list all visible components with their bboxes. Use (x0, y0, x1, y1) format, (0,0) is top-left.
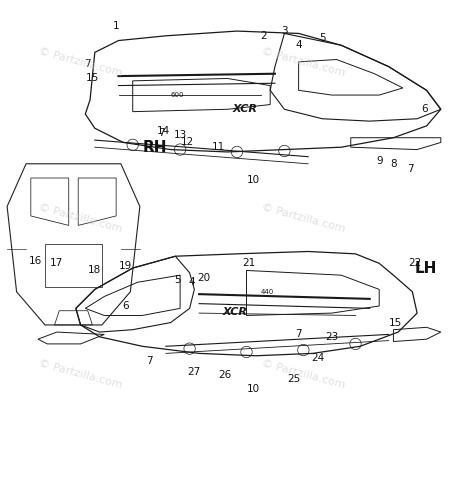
Text: 17: 17 (50, 258, 64, 268)
Text: © Partzilla.com: © Partzilla.com (38, 202, 124, 234)
Text: 5: 5 (319, 33, 326, 43)
Text: 27: 27 (188, 367, 201, 378)
Text: 11: 11 (211, 142, 225, 152)
Text: 3: 3 (281, 26, 288, 36)
Text: 2: 2 (260, 31, 266, 41)
Text: 12: 12 (181, 137, 194, 148)
Text: © Partzilla.com: © Partzilla.com (261, 359, 346, 391)
Text: © Partzilla.com: © Partzilla.com (261, 202, 346, 234)
Text: 1: 1 (113, 21, 119, 31)
Text: 15: 15 (86, 74, 99, 83)
Text: © Partzilla.com: © Partzilla.com (261, 46, 346, 78)
Text: 25: 25 (287, 375, 301, 384)
Text: 4: 4 (189, 277, 195, 287)
Text: 26: 26 (219, 370, 232, 380)
Text: XCR: XCR (223, 307, 248, 318)
Text: 600: 600 (171, 92, 184, 98)
Text: © Partzilla.com: © Partzilla.com (38, 359, 124, 391)
Text: 8: 8 (390, 159, 397, 169)
Text: © Partzilla.com: © Partzilla.com (38, 46, 124, 78)
Text: 19: 19 (119, 261, 132, 271)
Text: 22: 22 (408, 258, 421, 268)
Text: 15: 15 (389, 318, 402, 328)
Text: 16: 16 (29, 256, 42, 266)
Text: 6: 6 (122, 301, 129, 311)
Text: 7: 7 (295, 330, 302, 339)
Text: 23: 23 (325, 332, 338, 342)
Text: 440: 440 (261, 289, 274, 295)
Text: 9: 9 (376, 156, 383, 166)
Text: 21: 21 (242, 258, 255, 268)
Text: 6: 6 (421, 104, 428, 114)
Text: 7: 7 (158, 128, 164, 138)
Text: 5: 5 (174, 275, 181, 285)
Text: 14: 14 (157, 126, 170, 136)
Text: 7: 7 (407, 164, 413, 174)
Text: 7: 7 (84, 59, 91, 69)
Text: XCR: XCR (232, 104, 257, 114)
Text: 18: 18 (88, 265, 101, 275)
Text: 7: 7 (146, 356, 153, 365)
Text: LH: LH (415, 261, 437, 276)
Text: RH: RH (142, 140, 167, 155)
Text: 20: 20 (197, 272, 210, 283)
Text: 4: 4 (295, 40, 302, 50)
Text: 24: 24 (311, 353, 324, 363)
Text: 10: 10 (247, 175, 260, 185)
Text: 13: 13 (173, 130, 187, 140)
Text: 10: 10 (247, 384, 260, 394)
